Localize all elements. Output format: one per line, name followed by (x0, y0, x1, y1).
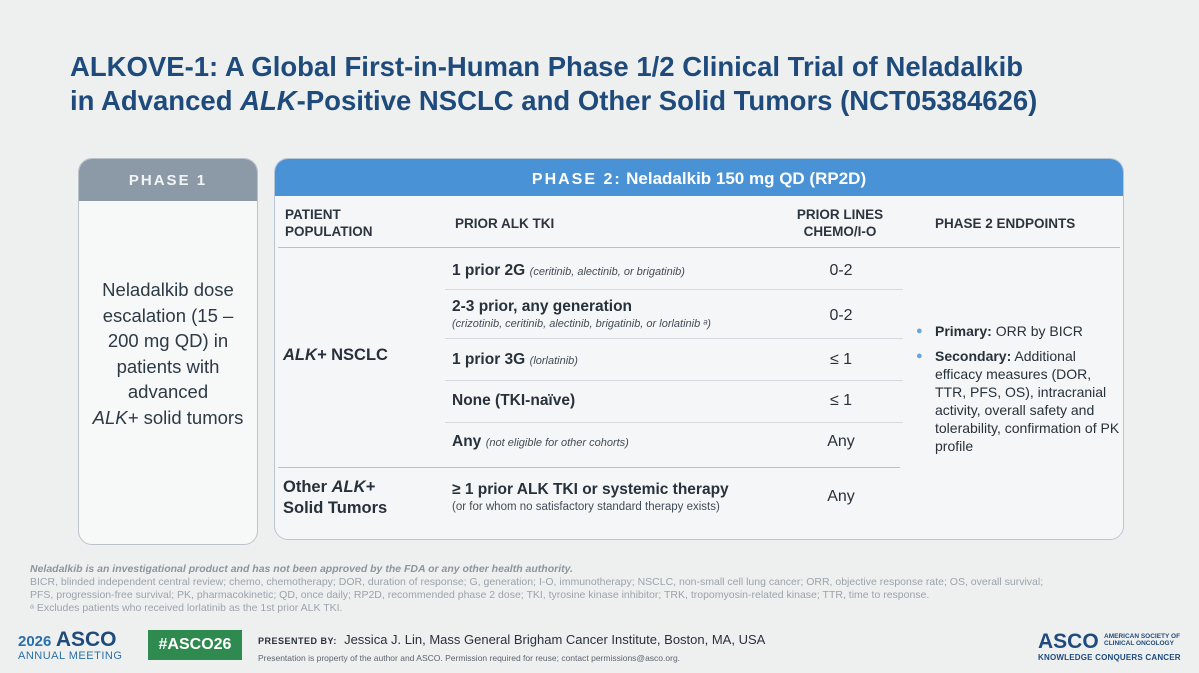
phase2-box: PHASE 2: Neladalkib 150 mg QD (RP2D) (274, 158, 1124, 540)
title-line-1: ALKOVE-1: A Global First-in-Human Phase … (70, 51, 1024, 82)
row-3-prior-tki: 1 prior 3G (lorlatinib) (452, 351, 578, 369)
presenter-line: PRESENTED BY: Jessica J. Lin, Mass Gener… (258, 632, 765, 647)
col-header-endpoints: PHASE 2 ENDPOINTS (935, 216, 1076, 231)
endpoint-primary-label: Primary: (935, 323, 992, 339)
row-5-main: Any (452, 433, 482, 450)
footnote-a: ᵃ Excludes patients who received lorlati… (30, 602, 343, 614)
endpoint-secondary: ● Secondary: Additional efficacy measure… (916, 347, 1121, 455)
presented-by-label: PRESENTED BY: (258, 636, 337, 646)
population-other-post: Solid Tumors (283, 499, 388, 517)
phase1-description-tail: solid tumors (138, 406, 244, 428)
title-line-2-alk: ALK (240, 85, 297, 116)
title-line-2-pre: in Advanced (70, 85, 241, 116)
phase2-header-label: PHASE 2: (531, 171, 622, 188)
hashtag-badge: #ASCO26 (148, 630, 242, 660)
phase1-description-text: Neladalkib dose escalation (15 – 200 mg … (102, 279, 234, 402)
row-1-main: 1 prior 2G (452, 262, 526, 279)
abbreviations-2: PFS, progression-free survival; PK, phar… (30, 589, 930, 601)
row-6-main: ≥ 1 prior ALK TKI or systemic therapy (452, 481, 729, 498)
population-alk-label: ALK+ (283, 346, 327, 364)
row-3-divider (445, 380, 903, 381)
population-alk-nsclc: ALK+ NSCLC (283, 345, 388, 366)
row-2-note: (crizotinib, ceritinib, alectinib, briga… (452, 318, 711, 330)
title-line-2: in Advanced ALK-Positive NSCLC and Other… (70, 84, 1150, 118)
phase1-header: PHASE 1 (79, 159, 257, 201)
row-3-main: 1 prior 3G (452, 351, 526, 368)
phase2-header-drug: Neladalkib 150 mg QD (RP2D) (626, 169, 867, 188)
phase1-box: PHASE 1 Neladalkib dose escalation (15 –… (78, 158, 258, 545)
row-4-divider (445, 422, 903, 423)
row-6-prior-tki: ≥ 1 prior ALK TKI or systemic therapy (o… (452, 481, 729, 513)
row-2-main: 2-3 prior, any generation (452, 298, 633, 315)
population-other-alk: ALK+ (331, 478, 376, 496)
row-1-prior-tki: 1 prior 2G (ceritinib, alectinib, or bri… (452, 262, 685, 280)
bullet-icon: ● (916, 350, 923, 362)
row-2-divider (445, 338, 903, 339)
endpoint-secondary-text: Additional efficacy measures (DOR, TTR, … (935, 348, 1120, 454)
population-nsclc-label: NSCLC (326, 346, 388, 364)
asco-logo: ASCO AMERICAN SOCIETY OF CLINICAL ONCOLO… (1038, 630, 1181, 662)
row-1-divider (445, 289, 903, 290)
asco-logo-text: ASCO (1038, 630, 1099, 653)
meeting-year: 2026 (18, 633, 52, 650)
population-other-pre: Other (283, 478, 332, 496)
row-5-note: (not eligible for other cohorts) (485, 437, 629, 449)
row-1-lines: 0-2 (829, 262, 853, 279)
row-4-lines: ≤ 1 (829, 392, 853, 409)
title-line-2-post: -Positive NSCLC and Other Solid Tumors (… (296, 85, 1038, 116)
phase1-description: Neladalkib dose escalation (15 – 200 mg … (79, 277, 257, 430)
phase1-description-alk: ALK+ (92, 406, 139, 428)
endpoint-secondary-label: Secondary: (935, 348, 1012, 364)
disclaimer: Neladalkib is an investigational product… (30, 563, 573, 575)
asco-tagline: KNOWLEDGE CONQUERS CANCER (1038, 653, 1181, 662)
bullet-icon: ● (916, 325, 923, 337)
row-2-prior-tki: 2-3 prior, any generation (crizotinib, c… (452, 298, 711, 330)
col-header-prior-tki: PRIOR ALK TKI (455, 216, 555, 231)
asco-logo-subtitle: AMERICAN SOCIETY OF CLINICAL ONCOLOGY (1104, 633, 1181, 647)
row-4-main: None (TKI-naïve) (452, 392, 576, 409)
meeting-annual: ANNUAL MEETING (18, 650, 123, 662)
row-6-lines: Any (827, 488, 855, 505)
row-6-note: (or for whom no satisfactory standard th… (452, 501, 720, 513)
slide-title: ALKOVE-1: A Global First-in-Human Phase … (70, 50, 1150, 118)
asco-meeting-logo: 2026 ASCO ANNUAL MEETING (18, 628, 122, 662)
row-1-note: (ceritinib, alectinib, or brigatinib) (529, 266, 685, 278)
row-3-lines: ≤ 1 (829, 351, 853, 368)
endpoint-primary-text: ORR by BICR (991, 323, 1083, 339)
population-divider (278, 467, 900, 468)
row-4-prior-tki: None (TKI-naïve) (452, 392, 575, 410)
endpoint-primary: ● Primary: ORR by BICR (916, 322, 1121, 340)
header-divider (278, 247, 1120, 248)
phase2-header: PHASE 2: Neladalkib 150 mg QD (RP2D) (275, 159, 1123, 196)
row-2-lines: 0-2 (829, 307, 853, 324)
row-5-lines: Any (827, 433, 855, 450)
col-header-population: PATIENT POPULATION (285, 207, 373, 239)
population-other-solid: Other ALK+ Solid Tumors (283, 477, 423, 519)
endpoints-list: ● Primary: ORR by BICR ● Secondary: Addi… (916, 322, 1121, 462)
abbreviations-1: BICR, blinded independent central review… (30, 576, 1044, 588)
col-header-prior-lines: PRIOR LINES CHEMO/I-O (796, 207, 884, 239)
permission-note: Presentation is property of the author a… (258, 653, 681, 663)
row-5-prior-tki: Any (not eligible for other cohorts) (452, 433, 629, 451)
meeting-asco: ASCO (55, 628, 117, 651)
presenter-name: Jessica J. Lin, Mass General Brigham Can… (344, 632, 766, 647)
row-3-note: (lorlatinib) (529, 355, 578, 367)
